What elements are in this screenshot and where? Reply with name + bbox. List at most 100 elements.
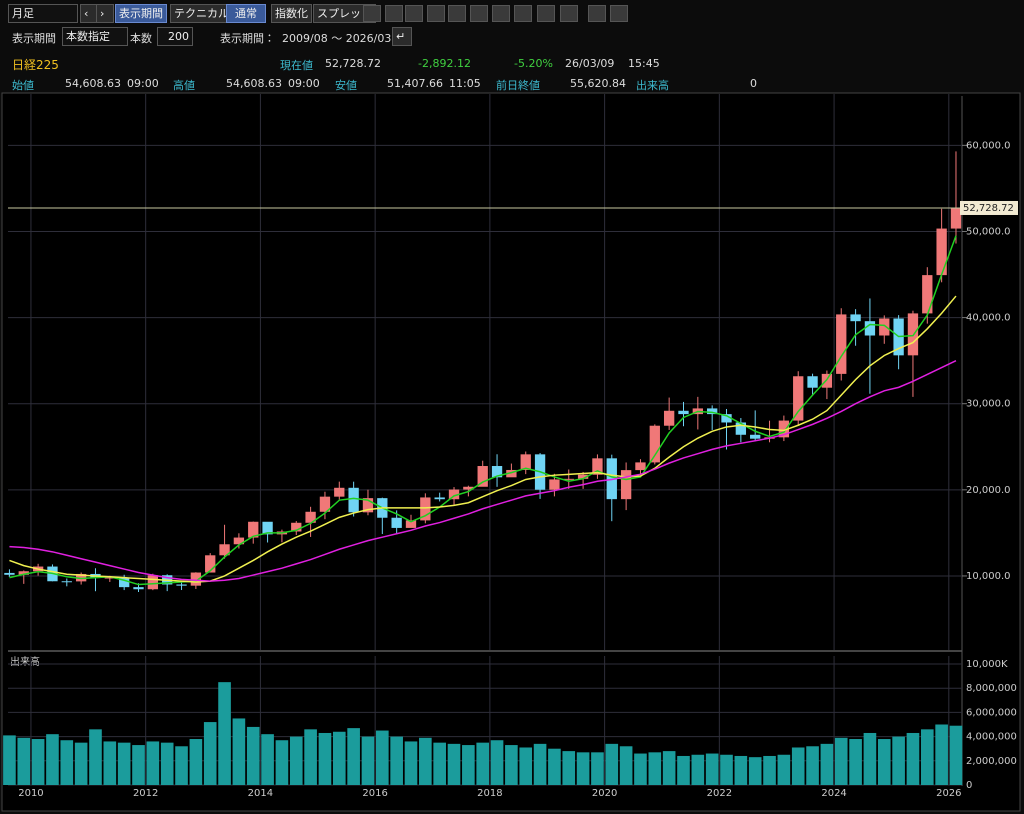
volume-bar <box>791 747 805 785</box>
print-tool[interactable] <box>588 5 606 22</box>
toolbar-button[interactable]: 通常 <box>226 4 266 23</box>
info-tool[interactable] <box>492 5 510 22</box>
export-tool[interactable] <box>610 5 628 22</box>
candle-body <box>233 537 245 545</box>
candle-body <box>18 571 29 575</box>
apply-button[interactable]: ↵ <box>392 27 412 46</box>
volume-bar <box>834 737 848 785</box>
candle-body <box>75 573 87 582</box>
volume-bar <box>289 736 303 785</box>
candle-body <box>707 408 718 415</box>
candle-body <box>133 587 144 590</box>
toolbar-button[interactable]: 指数化 <box>271 4 312 23</box>
volume-bar <box>648 752 662 785</box>
candle-body <box>864 321 876 336</box>
range-mode-select[interactable]: 本数指定 <box>62 27 128 46</box>
prev-close-value: 55,620.84 <box>570 77 626 90</box>
candle-body <box>520 454 531 470</box>
open-label: 始値 <box>12 79 34 92</box>
chart-tool[interactable] <box>448 5 466 22</box>
settings-tool[interactable] <box>560 5 578 22</box>
volume-bar <box>275 740 289 785</box>
y-tick-label: 20,000.0 <box>966 485 1011 496</box>
candle-body <box>663 410 675 426</box>
candle-body <box>620 470 632 500</box>
volume-bar <box>304 729 317 785</box>
volume-bar <box>476 742 490 785</box>
zoom-out-tool[interactable] <box>405 5 423 22</box>
volume-bar <box>906 732 920 785</box>
toolbar-button[interactable]: スプレッド <box>313 4 376 23</box>
open-time: 09:00 <box>127 77 159 90</box>
volume-bar <box>562 751 576 785</box>
volume-bar <box>60 740 74 785</box>
volume-bar <box>605 743 619 785</box>
x-tick-label: 2024 <box>821 788 846 799</box>
volume-bar <box>806 746 819 785</box>
toolbar-button[interactable]: 表示期間 <box>115 4 167 23</box>
volume-bar <box>849 739 862 785</box>
volume-bar <box>189 739 203 785</box>
candle-body <box>119 577 130 588</box>
volume-bar <box>347 728 360 785</box>
candle-body <box>950 207 962 229</box>
y-tick-label: 6,000,000 <box>966 707 1017 718</box>
volume-bar <box>175 746 188 785</box>
period-select[interactable]: 月足 <box>8 4 78 23</box>
count-input[interactable]: 200 <box>157 27 193 46</box>
volume-bar <box>777 754 791 785</box>
volume-tool[interactable] <box>537 5 555 22</box>
candle-body <box>147 575 159 590</box>
quote-date: 26/03/09 <box>565 57 615 70</box>
volume-bar <box>949 725 963 785</box>
current-price-label: 52,728.72 <box>963 203 1014 214</box>
high-time: 09:00 <box>288 77 320 90</box>
y-tick-label: 2,000,000 <box>966 756 1017 767</box>
volume-bar <box>634 753 647 785</box>
volume-bar <box>132 745 145 785</box>
moving-average-line <box>9 359 957 582</box>
volume-bar <box>103 741 117 785</box>
candle-body <box>592 458 603 475</box>
volume-bar <box>160 742 174 785</box>
candle-body <box>879 318 890 336</box>
candle-body <box>735 422 747 435</box>
currency-tool[interactable] <box>470 5 488 22</box>
candle-body <box>219 544 230 556</box>
candle-body <box>922 275 933 314</box>
candle-body <box>793 376 804 421</box>
volume-label: 出来高 <box>636 79 669 92</box>
period-value: 2009/08 ～ 2026/03 <box>282 32 392 45</box>
volume-bar <box>17 737 31 785</box>
candle-body <box>248 521 259 538</box>
volume-bar <box>31 739 45 785</box>
candle-body <box>506 469 517 478</box>
volume-bar <box>46 734 59 785</box>
candle-body <box>205 555 216 573</box>
candle-body <box>678 410 689 415</box>
low-value: 51,407.66 <box>387 77 443 90</box>
y-tick-label: 30,000.0 <box>966 399 1011 410</box>
volume-bar <box>433 742 446 785</box>
current-value: 52,728.72 <box>325 57 381 70</box>
next-button[interactable]: › <box>96 4 114 23</box>
draw-tool[interactable] <box>427 5 445 22</box>
x-tick-label: 2020 <box>592 788 617 799</box>
volume-bar <box>705 753 719 785</box>
moving-average-line <box>9 235 957 586</box>
candle-body <box>262 521 273 535</box>
volume-bar <box>390 736 403 785</box>
change-percent: -5.20% <box>514 57 553 70</box>
crosshair-tool[interactable] <box>363 5 381 22</box>
volume-bar <box>3 735 16 785</box>
low-time: 11:05 <box>449 77 481 90</box>
x-tick-label: 2018 <box>477 788 502 799</box>
zoom-in-tool[interactable] <box>385 5 403 22</box>
mv-tool[interactable] <box>514 5 532 22</box>
chart-frame <box>1 92 1021 812</box>
candle-body <box>448 489 460 500</box>
quote-time: 15:45 <box>628 57 660 70</box>
y-tick-label: 10,000.0 <box>966 571 1011 582</box>
